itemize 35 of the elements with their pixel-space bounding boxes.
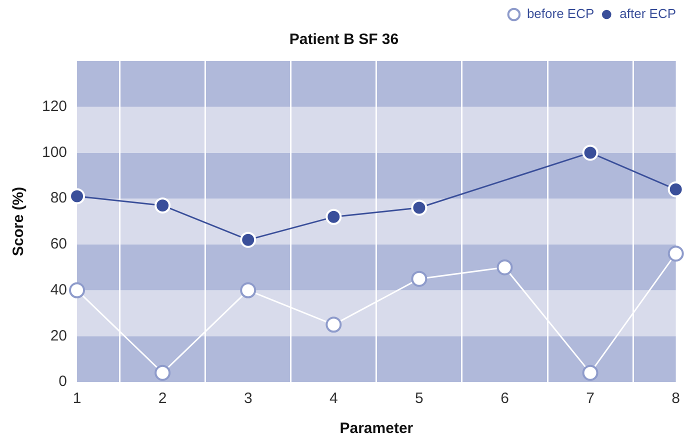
chart-title: Patient B SF 36 <box>289 31 399 48</box>
x-tick-label: 3 <box>244 390 252 408</box>
x-tick-label: 6 <box>500 390 509 408</box>
point <box>154 364 171 381</box>
y-tick-label: 0 <box>58 373 68 390</box>
point <box>668 246 684 262</box>
y-tick-label: 20 <box>50 327 68 344</box>
point <box>154 197 171 214</box>
point <box>411 200 428 216</box>
y-tick-label: 60 <box>50 236 68 253</box>
y-tick-label: 100 <box>42 144 68 161</box>
y-tick-label: 80 <box>50 190 68 207</box>
x-tick-label: 4 <box>329 390 338 408</box>
x-tick-label: 7 <box>586 390 594 408</box>
y-tick-label: 120 <box>42 98 68 115</box>
x-tick-label: 1 <box>72 390 82 408</box>
point <box>326 208 342 225</box>
point <box>69 282 86 298</box>
point <box>582 364 598 381</box>
x-tick-label: 2 <box>158 390 167 408</box>
legend-label: before ECP <box>526 6 594 22</box>
x-axis-title: Parameter <box>340 420 414 438</box>
point <box>326 316 342 333</box>
x-tick-label: 8 <box>672 390 680 408</box>
legend-label: after ECP <box>620 6 676 22</box>
point <box>582 144 598 161</box>
point <box>496 259 513 276</box>
point <box>240 282 256 298</box>
point <box>668 181 684 198</box>
x-tick-label: 5 <box>415 390 424 408</box>
point <box>411 270 428 287</box>
y-axis-title: Score (%) <box>10 186 28 256</box>
point <box>240 232 256 248</box>
y-tick-label: 40 <box>50 281 68 298</box>
point <box>69 188 86 204</box>
